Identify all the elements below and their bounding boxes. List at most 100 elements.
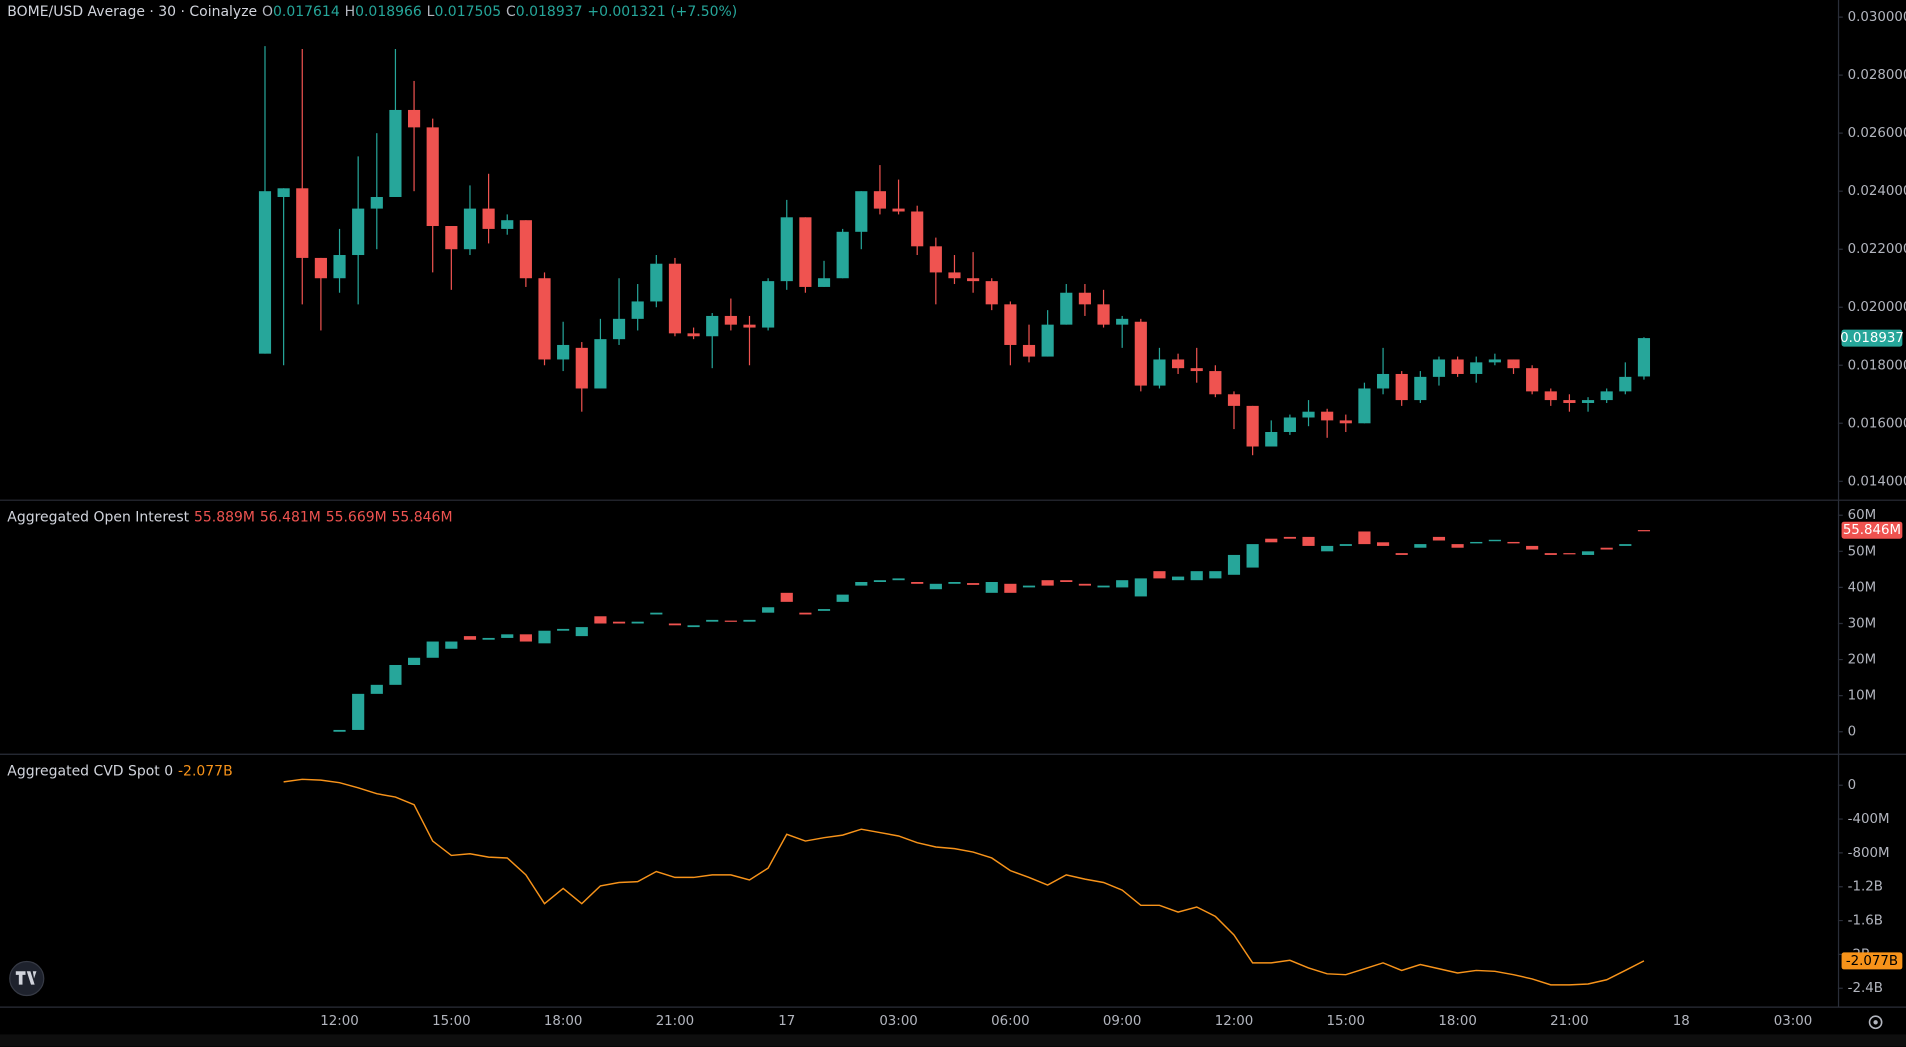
last-value-badge: -2.077B <box>1841 952 1903 970</box>
candle <box>1544 388 1557 406</box>
x-tick-label: 15:00 <box>432 1014 471 1029</box>
candle-body <box>668 263 682 334</box>
candle-body <box>687 625 700 628</box>
candle-body <box>985 581 998 593</box>
candle <box>1022 324 1036 363</box>
candle-body <box>445 226 458 250</box>
candle-body <box>445 641 458 649</box>
y-tick-label: -1.6B <box>1848 914 1883 929</box>
cvd-line <box>283 778 1645 986</box>
logo-circle[interactable] <box>9 960 45 997</box>
pane-title: Aggregated Open Interest <box>7 508 190 526</box>
tradingview-logo[interactable] <box>9 960 45 997</box>
candle-body <box>799 612 812 615</box>
candle-body <box>538 278 551 360</box>
candle-body <box>463 208 477 250</box>
badge-label: 55.846M <box>1843 523 1901 538</box>
legend-key: H <box>344 2 356 20</box>
candle-body <box>1004 583 1017 593</box>
candle <box>687 625 700 628</box>
candle-body <box>1544 553 1557 555</box>
candle <box>1414 544 1427 548</box>
candle <box>1097 585 1110 588</box>
candle-body <box>1581 551 1595 555</box>
candle-body <box>1563 400 1576 403</box>
candle-body <box>501 220 514 229</box>
candle <box>1395 371 1408 406</box>
candle-body <box>706 619 719 622</box>
settings-button[interactable] <box>1868 1015 1883 1030</box>
candle <box>985 278 998 311</box>
candle <box>1302 400 1315 427</box>
badge-label: -2.077B <box>1846 954 1898 969</box>
candle <box>277 188 290 366</box>
candle <box>1246 544 1259 568</box>
candle-body <box>1097 585 1110 588</box>
candle <box>1637 337 1651 380</box>
candle-body <box>1376 542 1390 546</box>
candle-body <box>1526 545 1539 550</box>
y-tick-label: -2.4B <box>1848 981 1883 996</box>
candle <box>463 636 477 640</box>
candle-body <box>1116 318 1129 325</box>
candle-body <box>762 281 775 328</box>
candle <box>724 620 737 622</box>
candle <box>1246 405 1259 456</box>
candle-body <box>743 324 756 328</box>
candle <box>1190 347 1203 383</box>
candle <box>519 220 532 287</box>
y-tick-label: 0.028000 <box>1848 68 1906 83</box>
candle-body <box>1153 571 1166 579</box>
candle-body <box>873 191 887 209</box>
candle-body <box>1414 376 1427 401</box>
candle-body <box>1526 368 1539 392</box>
candle <box>1041 580 1054 586</box>
candle-body <box>1283 417 1296 432</box>
candle-body <box>1358 531 1371 545</box>
candle-body <box>1078 292 1091 305</box>
candle <box>370 684 383 694</box>
candle-body <box>631 621 644 624</box>
candle-body <box>1339 420 1352 424</box>
candle-body <box>612 621 626 624</box>
candle <box>743 619 756 622</box>
candle-body <box>948 581 961 584</box>
candle <box>333 228 346 293</box>
x-tick-label: 12:00 <box>1215 1014 1253 1029</box>
candle <box>1209 365 1222 398</box>
candle <box>1600 547 1613 550</box>
candle <box>1209 571 1222 579</box>
candle-body <box>352 208 365 256</box>
candle <box>482 637 495 640</box>
candle-body <box>1581 400 1595 403</box>
gear-ring[interactable] <box>1868 1015 1883 1030</box>
candle <box>780 199 793 290</box>
last-value-badge: 55.846M <box>1841 521 1903 539</box>
y-tick-label: 20M <box>1848 653 1877 668</box>
candle-body <box>277 188 290 197</box>
candle-body <box>1358 388 1371 424</box>
candle-body <box>1563 553 1576 555</box>
candle <box>538 630 551 644</box>
candle-body <box>594 616 607 624</box>
gear-hub[interactable] <box>1873 1020 1878 1025</box>
candle <box>1283 414 1296 435</box>
y-tick-label: 60M <box>1848 508 1877 523</box>
candle <box>650 255 663 308</box>
price-header: BOME/USD Average · 30 · Coinalyze O0.0176… <box>7 2 742 19</box>
logo-mark[interactable] <box>15 971 37 985</box>
candle-body <box>724 315 737 325</box>
candle <box>1134 578 1147 597</box>
legend-value: -2.077B <box>178 762 233 780</box>
candle-body <box>1190 368 1203 372</box>
candle <box>1265 420 1278 447</box>
candle <box>1060 284 1073 325</box>
candle-body <box>1637 338 1651 377</box>
candle-body <box>929 246 942 273</box>
candle <box>1097 289 1110 328</box>
candle-body <box>967 583 980 585</box>
candle <box>1432 536 1446 541</box>
candle-body <box>855 581 868 586</box>
candle <box>1544 553 1557 555</box>
candle <box>352 693 365 730</box>
